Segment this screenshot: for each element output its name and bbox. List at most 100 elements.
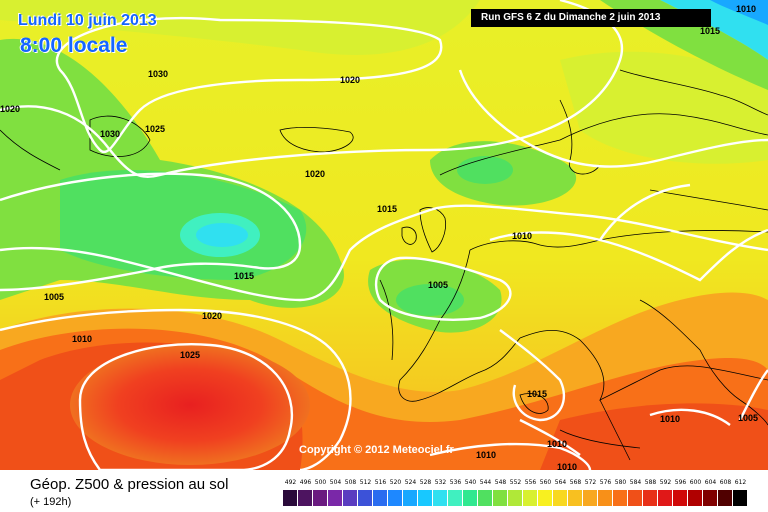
model-run-label: Run GFS 6 Z du Dimanche 2 juin 2013 [471, 9, 711, 27]
scale-cell: 532 [433, 479, 448, 509]
isobar-label: 1030 [148, 69, 168, 79]
scale-label: 528 [419, 479, 432, 486]
scale-swatch [328, 490, 343, 506]
copyright-text: Copyright © 2012 Meteociel.fr [299, 444, 454, 456]
scale-label: 612 [734, 479, 747, 486]
scale-label: 568 [569, 479, 582, 486]
isobar-label: 1030 [100, 129, 120, 139]
scale-swatch [358, 490, 373, 506]
isobar-label: 1020 [305, 169, 325, 179]
scale-swatch [418, 490, 433, 506]
scale-label: 492 [284, 479, 297, 486]
scale-cell: 528 [418, 479, 433, 509]
isobar-labels: 1030 1030 1025 1020 1020 1020 1020 1015 … [0, 4, 758, 470]
field-cyan-core [196, 223, 248, 247]
scale-label: 512 [359, 479, 372, 486]
scale-label: 544 [479, 479, 492, 486]
scale-label: 516 [374, 479, 387, 486]
scale-label: 572 [584, 479, 597, 486]
scale-label: 588 [644, 479, 657, 486]
scale-label: 584 [629, 479, 642, 486]
scale-cell: 612 [733, 479, 748, 509]
isobar-label: 1020 [340, 75, 360, 85]
field-blue-corner [660, 0, 768, 60]
isobar-label: 1010 [72, 334, 92, 344]
scale-label: 576 [599, 479, 612, 486]
scale-swatch [568, 490, 583, 506]
scale-swatch [448, 490, 463, 506]
scale-cell: 520 [388, 479, 403, 509]
scale-label: 608 [719, 479, 732, 486]
legend-title: Géop. Z500 & pression au sol [30, 476, 229, 493]
scale-swatch [598, 490, 613, 506]
scale-cell: 584 [628, 479, 643, 509]
scale-swatch [673, 490, 688, 506]
scale-label: 600 [689, 479, 702, 486]
legend-footer: Géop. Z500 & pression au sol (+ 192h) 49… [0, 470, 768, 512]
scale-label: 596 [674, 479, 687, 486]
scale-label: 564 [554, 479, 567, 486]
scale-cell: 516 [373, 479, 388, 509]
isobar-label: 1010 [660, 414, 680, 424]
isobar-label: 1015 [700, 26, 720, 36]
scale-cell: 524 [403, 479, 418, 509]
forecast-time: 8:00 locale [20, 34, 128, 57]
scale-swatch [508, 490, 523, 506]
scale-label: 520 [389, 479, 402, 486]
scale-cell: 568 [568, 479, 583, 509]
scale-label: 604 [704, 479, 717, 486]
scale-cell: 548 [493, 479, 508, 509]
isobar-label: 1005 [44, 292, 64, 302]
scale-cell: 556 [523, 479, 538, 509]
scale-cell: 576 [598, 479, 613, 509]
isobar-label: 1010 [736, 4, 756, 14]
scale-cell: 608 [718, 479, 733, 509]
scale-cell: 604 [703, 479, 718, 509]
scale-swatch [583, 490, 598, 506]
scale-label: 552 [509, 479, 522, 486]
isobar-label: 1025 [180, 350, 200, 360]
scale-swatch [538, 490, 553, 506]
scale-label: 560 [539, 479, 552, 486]
scale-cell: 492 [283, 479, 298, 509]
scale-swatch [553, 490, 568, 506]
scale-cell: 500 [313, 479, 328, 509]
field-red-high [70, 345, 310, 465]
scale-swatch [298, 490, 313, 506]
scale-swatch [403, 490, 418, 506]
scale-label: 524 [404, 479, 417, 486]
isobar-label: 1010 [476, 450, 496, 460]
field-green-core [60, 170, 307, 280]
scale-swatch [478, 490, 493, 506]
scale-label: 532 [434, 479, 447, 486]
scale-swatch [433, 490, 448, 506]
isobar-label: 1020 [202, 311, 222, 321]
scale-swatch [343, 490, 358, 506]
isobar-label: 1010 [547, 439, 567, 449]
scale-cell: 552 [508, 479, 523, 509]
scale-cell: 496 [298, 479, 313, 509]
scale-cell: 592 [658, 479, 673, 509]
scale-cell: 564 [553, 479, 568, 509]
color-scale: 492 496 500 504 508 512 516 520 524 528 532 536 540 5… [283, 479, 753, 509]
scale-swatch [718, 490, 733, 506]
scale-cell: 588 [643, 479, 658, 509]
scale-label: 508 [344, 479, 357, 486]
field-blue-corner-deep [710, 0, 768, 25]
scale-label: 500 [314, 479, 327, 486]
isobar-label: 1015 [377, 204, 397, 214]
scale-swatch [658, 490, 673, 506]
scale-swatch [283, 490, 298, 506]
scale-cell: 544 [478, 479, 493, 509]
coastlines [0, 69, 768, 461]
scale-cell: 560 [538, 479, 553, 509]
scale-label: 536 [449, 479, 462, 486]
scale-cell: 572 [583, 479, 598, 509]
scale-label: 496 [299, 479, 312, 486]
field-red-se [540, 403, 768, 470]
scale-cell: 536 [448, 479, 463, 509]
field-green-north-core [457, 156, 513, 184]
legend-subtitle: (+ 192h) [30, 496, 72, 508]
scale-swatch [388, 490, 403, 506]
scale-cell: 580 [613, 479, 628, 509]
